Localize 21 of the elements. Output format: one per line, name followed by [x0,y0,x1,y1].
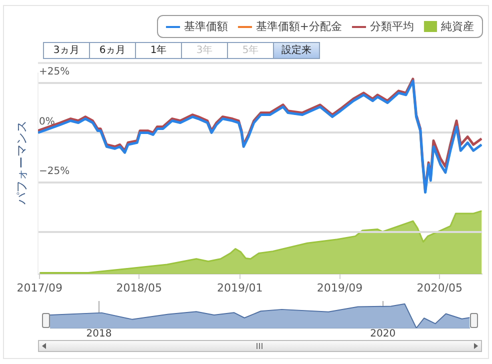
y-axis-title: パフォーマンス [14,120,30,206]
text: 3ヵ月 [43,42,90,59]
x-tick-label: 2020/05 [416,281,463,294]
y-tick-label: 0% [39,116,55,128]
x-tick-label: 2019/09 [316,281,363,294]
x-tick-label: 2020 [370,328,396,340]
y-tick-label: +25% [39,66,70,78]
text: 5年 [227,42,274,59]
x-tick-label: 2019/01 [217,281,263,294]
x-tick-label: 2017/09 [16,281,62,294]
text: 1年 [135,42,182,59]
text: 3年 [181,42,228,59]
text: 6ヵ月 [89,42,136,59]
text: 設定来 [273,42,320,59]
legend-label: 純資産 [441,19,474,34]
y-tick-label: −25% [39,166,70,178]
legend-label: 基準価額+分配金 [256,19,342,34]
x-tick-label: 2018 [86,328,112,340]
legend-label: 分類平均 [370,19,414,34]
x-tick-label: 2018/05 [116,281,162,294]
legend-label: 基準価額 [184,19,228,34]
